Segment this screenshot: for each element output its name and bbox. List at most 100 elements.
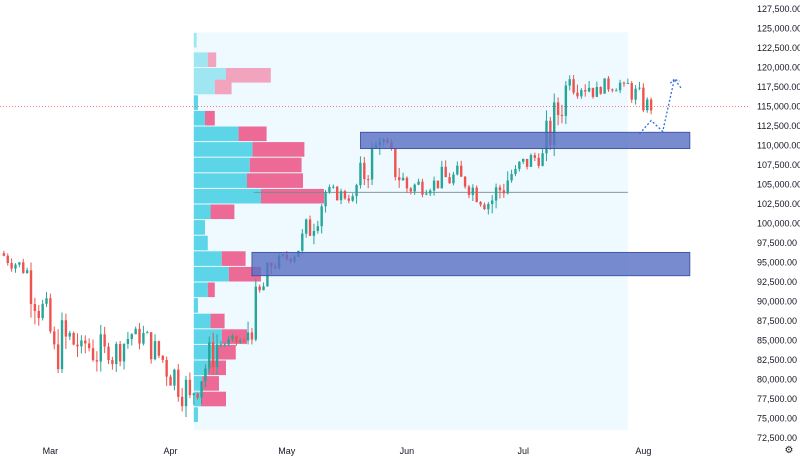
candle-body[interactable] (173, 369, 176, 386)
candle-body[interactable] (607, 78, 610, 90)
candles[interactable] (2, 74, 653, 418)
candle-body[interactable] (351, 196, 354, 201)
candle-body[interactable] (560, 115, 564, 117)
candle-body[interactable] (591, 87, 595, 97)
candle-body[interactable] (227, 339, 230, 345)
candle-body[interactable] (215, 344, 219, 368)
projection[interactable] (638, 77, 683, 135)
candle-body[interactable] (448, 177, 451, 184)
candle-body[interactable] (49, 298, 52, 332)
candle-body[interactable] (64, 320, 68, 337)
candle-body[interactable] (553, 102, 556, 145)
candle-body[interactable] (556, 102, 560, 116)
candle-body[interactable] (405, 177, 409, 189)
candle-body[interactable] (332, 186, 335, 188)
candle-body[interactable] (397, 177, 401, 181)
candle-body[interactable] (262, 286, 265, 291)
projection-path[interactable] (638, 77, 683, 135)
candle-body[interactable] (111, 360, 114, 365)
candle-body[interactable] (463, 176, 467, 187)
candle-body[interactable] (436, 180, 440, 189)
candle-body[interactable] (312, 230, 316, 236)
candle-body[interactable] (537, 157, 540, 166)
candle-body[interactable] (99, 334, 102, 362)
candle-body[interactable] (211, 342, 215, 368)
candle-body[interactable] (502, 190, 506, 194)
candle-body[interactable] (41, 303, 44, 319)
candle-body[interactable] (580, 90, 583, 97)
candle-body[interactable] (572, 79, 575, 93)
candle-body[interactable] (603, 78, 606, 94)
candle-body[interactable] (242, 340, 246, 342)
candle-body[interactable] (122, 343, 126, 362)
candle-body[interactable] (14, 264, 17, 269)
candle-body[interactable] (25, 270, 29, 273)
candle-body[interactable] (522, 158, 525, 162)
candle-body[interactable] (204, 368, 207, 382)
candle-body[interactable] (642, 87, 645, 111)
candle-body[interactable] (611, 89, 614, 91)
candle-body[interactable] (188, 379, 192, 396)
candle-body[interactable] (169, 376, 172, 386)
candle-body[interactable] (355, 185, 358, 197)
candle-body[interactable] (491, 200, 494, 204)
candle-body[interactable] (37, 310, 40, 319)
candle-body[interactable] (72, 332, 75, 345)
candle-body[interactable] (165, 360, 168, 377)
candle-body[interactable] (149, 332, 153, 360)
candle-body[interactable] (506, 180, 509, 194)
candle-body[interactable] (533, 155, 537, 158)
candle-body[interactable] (60, 320, 64, 370)
candle-body[interactable] (494, 187, 498, 201)
candle-body[interactable] (56, 344, 60, 370)
lower-zone[interactable] (251, 251, 691, 277)
candle-body[interactable] (192, 393, 195, 396)
candle-body[interactable] (328, 187, 331, 193)
candle-body[interactable] (10, 262, 13, 269)
candle-body[interactable] (541, 153, 544, 166)
candle-body[interactable] (258, 286, 261, 291)
candle-body[interactable] (324, 192, 327, 207)
candle-body[interactable] (2, 253, 6, 256)
candle-body[interactable] (68, 332, 71, 337)
candle-body[interactable] (29, 270, 33, 305)
candle-body[interactable] (366, 179, 370, 181)
candle-body[interactable] (80, 340, 83, 347)
gear-icon[interactable]: ⚙ (785, 445, 794, 456)
candle-body[interactable] (584, 90, 587, 92)
candle-body[interactable] (568, 79, 571, 86)
candle-body[interactable] (425, 193, 428, 195)
candle-body[interactable] (413, 184, 416, 192)
candle-body[interactable] (525, 158, 529, 167)
candle-body[interactable] (231, 335, 234, 340)
price-axis[interactable]: 127,500.00 125,000.00 122,500.00 120,000.00… (757, 4, 800, 443)
candle-body[interactable] (456, 165, 459, 175)
candle-body[interactable] (467, 186, 471, 195)
candle-body[interactable] (649, 99, 653, 111)
candle-body[interactable] (630, 83, 633, 100)
candle-body[interactable] (142, 332, 145, 344)
candle-body[interactable] (161, 355, 164, 360)
candle-body[interactable] (153, 341, 157, 360)
candle-body[interactable] (95, 360, 99, 362)
candle-body[interactable] (370, 147, 374, 180)
candle-body[interactable] (479, 201, 482, 205)
candle-body[interactable] (254, 286, 257, 340)
candle-body[interactable] (103, 334, 106, 347)
candle-body[interactable] (564, 85, 568, 116)
candle-body[interactable] (45, 298, 48, 304)
candle-body[interactable] (432, 180, 436, 191)
candle-body[interactable] (335, 186, 339, 201)
candle-body[interactable] (646, 99, 649, 111)
candle-body[interactable] (626, 83, 630, 85)
candle-body[interactable] (208, 342, 211, 369)
candle-body[interactable] (483, 204, 486, 210)
candle-body[interactable] (157, 341, 161, 356)
candle-body[interactable] (475, 187, 478, 202)
candle-body[interactable] (440, 166, 444, 189)
candle-body[interactable] (53, 331, 56, 345)
candle-body[interactable] (184, 379, 188, 407)
candle-body[interactable] (618, 82, 622, 91)
candle-body[interactable] (452, 174, 455, 184)
